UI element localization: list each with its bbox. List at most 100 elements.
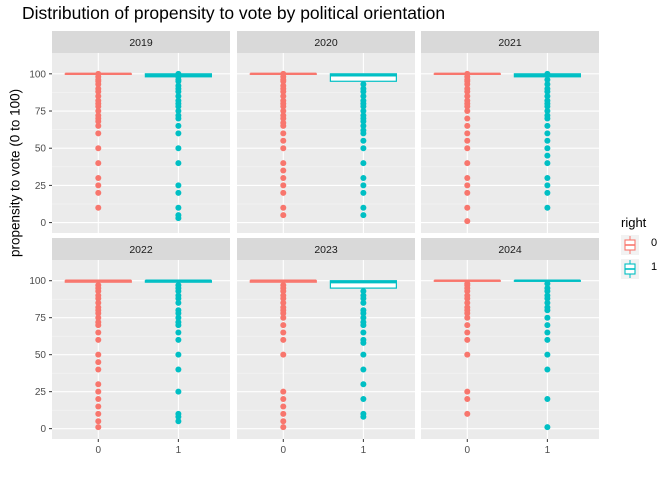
outlier-point	[95, 88, 102, 95]
outlier-point	[280, 396, 287, 403]
outlier-point	[95, 288, 102, 295]
outlier-point	[175, 314, 182, 321]
outlier-point	[280, 336, 287, 343]
outlier-point	[544, 189, 551, 196]
chart-title: Distribution of propensity to vote by po…	[22, 3, 446, 23]
y-tick-label: 25	[35, 387, 47, 398]
outlier-point	[464, 145, 471, 152]
outlier-point	[95, 160, 102, 167]
outlier-point	[360, 108, 367, 115]
outlier-point	[544, 295, 551, 302]
outlier-point	[175, 418, 182, 425]
outlier-point	[360, 339, 367, 346]
outlier-point	[280, 424, 287, 431]
outlier-point	[175, 93, 182, 100]
outlier-point	[95, 351, 102, 358]
outlier-point	[544, 280, 551, 287]
outlier-point	[464, 410, 471, 417]
outlier-point	[95, 130, 102, 137]
outlier-point	[175, 103, 182, 110]
outlier-point	[175, 108, 182, 115]
panel-background	[421, 53, 599, 233]
outlier-point	[360, 174, 367, 181]
outlier-point	[544, 103, 551, 110]
facet-strip-label: 2022	[129, 244, 153, 256]
facet-strip-label: 2019	[129, 37, 153, 49]
outlier-point	[544, 70, 551, 77]
outlier-point	[175, 336, 182, 343]
outlier-point	[280, 167, 287, 174]
outlier-point	[280, 204, 287, 211]
outlier-point	[360, 137, 367, 144]
outlier-point	[464, 218, 471, 225]
outlier-point	[175, 351, 182, 358]
y-tick-label: 100	[29, 69, 46, 80]
outlier-point	[360, 396, 367, 403]
outlier-point	[544, 336, 551, 343]
outlier-point	[360, 329, 367, 336]
outlier-point	[360, 413, 367, 420]
outlier-point	[280, 310, 287, 317]
outlier-point	[95, 122, 102, 129]
outlier-point	[175, 388, 182, 395]
outlier-point	[95, 403, 102, 410]
outlier-point	[280, 93, 287, 100]
outlier-point	[280, 212, 287, 219]
outlier-point	[95, 396, 102, 403]
outlier-point	[360, 351, 367, 358]
outlier-point	[95, 418, 102, 425]
x-tick-label: 0	[280, 445, 286, 456]
facet-strip	[237, 238, 415, 260]
outlier-point	[95, 145, 102, 152]
outlier-point	[360, 160, 367, 167]
outlier-point	[280, 182, 287, 189]
outlier-point	[95, 388, 102, 395]
outlier-point	[175, 366, 182, 373]
outlier-point	[95, 103, 102, 110]
outlier-point	[280, 295, 287, 302]
outlier-point	[464, 204, 471, 211]
outlier-point	[175, 130, 182, 137]
facet-strip-label: 2021	[498, 37, 522, 49]
outlier-point	[464, 189, 471, 196]
outlier-point	[95, 366, 102, 373]
outlier-point	[464, 182, 471, 189]
outlier-point	[464, 310, 471, 317]
y-tick-label: 75	[35, 313, 47, 324]
outlier-point	[280, 122, 287, 129]
outlier-point	[544, 81, 551, 88]
y-tick-label: 50	[35, 144, 47, 155]
outlier-point	[360, 182, 367, 189]
outlier-point	[360, 288, 367, 295]
outlier-point	[544, 314, 551, 321]
outlier-point	[280, 410, 287, 417]
outlier-point	[280, 329, 287, 336]
outlier-point	[280, 78, 287, 85]
outlier-point	[280, 137, 287, 144]
outlier-point	[544, 366, 551, 373]
outlier-point	[280, 351, 287, 358]
outlier-point	[464, 160, 471, 167]
outlier-point	[544, 329, 551, 336]
outlier-point	[360, 88, 367, 95]
outlier-point	[464, 396, 471, 403]
facet-strip	[52, 238, 230, 260]
outlier-point	[95, 410, 102, 417]
facet-strip	[237, 31, 415, 53]
outlier-point	[280, 130, 287, 137]
outlier-point	[175, 299, 182, 306]
outlier-point	[464, 93, 471, 100]
outlier-point	[95, 329, 102, 336]
outlier-point	[544, 424, 551, 431]
y-tick-label: 0	[40, 424, 46, 435]
outlier-point	[464, 314, 471, 321]
outlier-point	[280, 403, 287, 410]
outlier-point	[280, 314, 287, 321]
outlier-point	[464, 88, 471, 95]
outlier-point	[95, 118, 102, 125]
outlier-point	[544, 351, 551, 358]
outlier-point	[464, 174, 471, 181]
facet-strip	[421, 238, 599, 260]
outlier-point	[175, 288, 182, 295]
